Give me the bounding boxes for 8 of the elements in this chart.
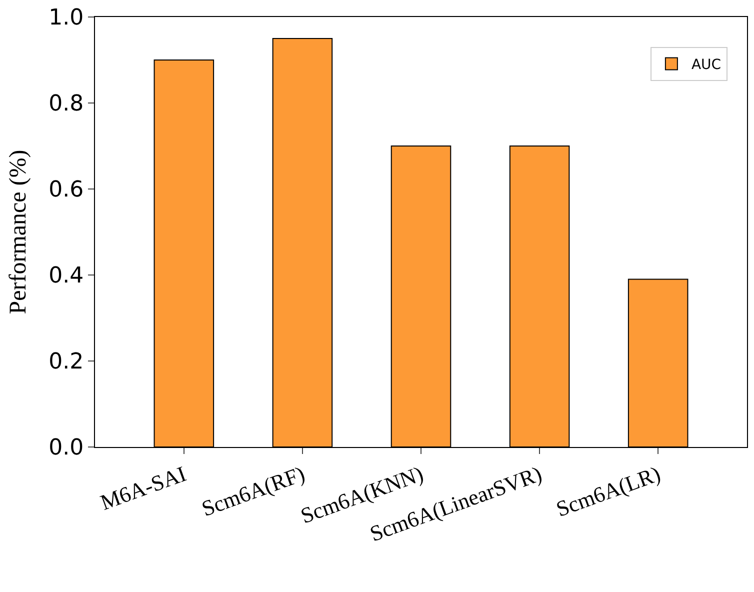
y-axis-title: Performance (%) xyxy=(6,150,32,314)
y-tick-label: 0.4 xyxy=(48,264,84,289)
y-tick-label: 0.8 xyxy=(48,92,84,117)
y-tick-label: 0.6 xyxy=(48,178,84,203)
legend-label: AUC xyxy=(691,57,722,74)
y-tick-label: 1.0 xyxy=(48,6,84,31)
y-tick-label: 0.0 xyxy=(48,436,84,461)
y-tick-label: 0.2 xyxy=(48,350,84,375)
